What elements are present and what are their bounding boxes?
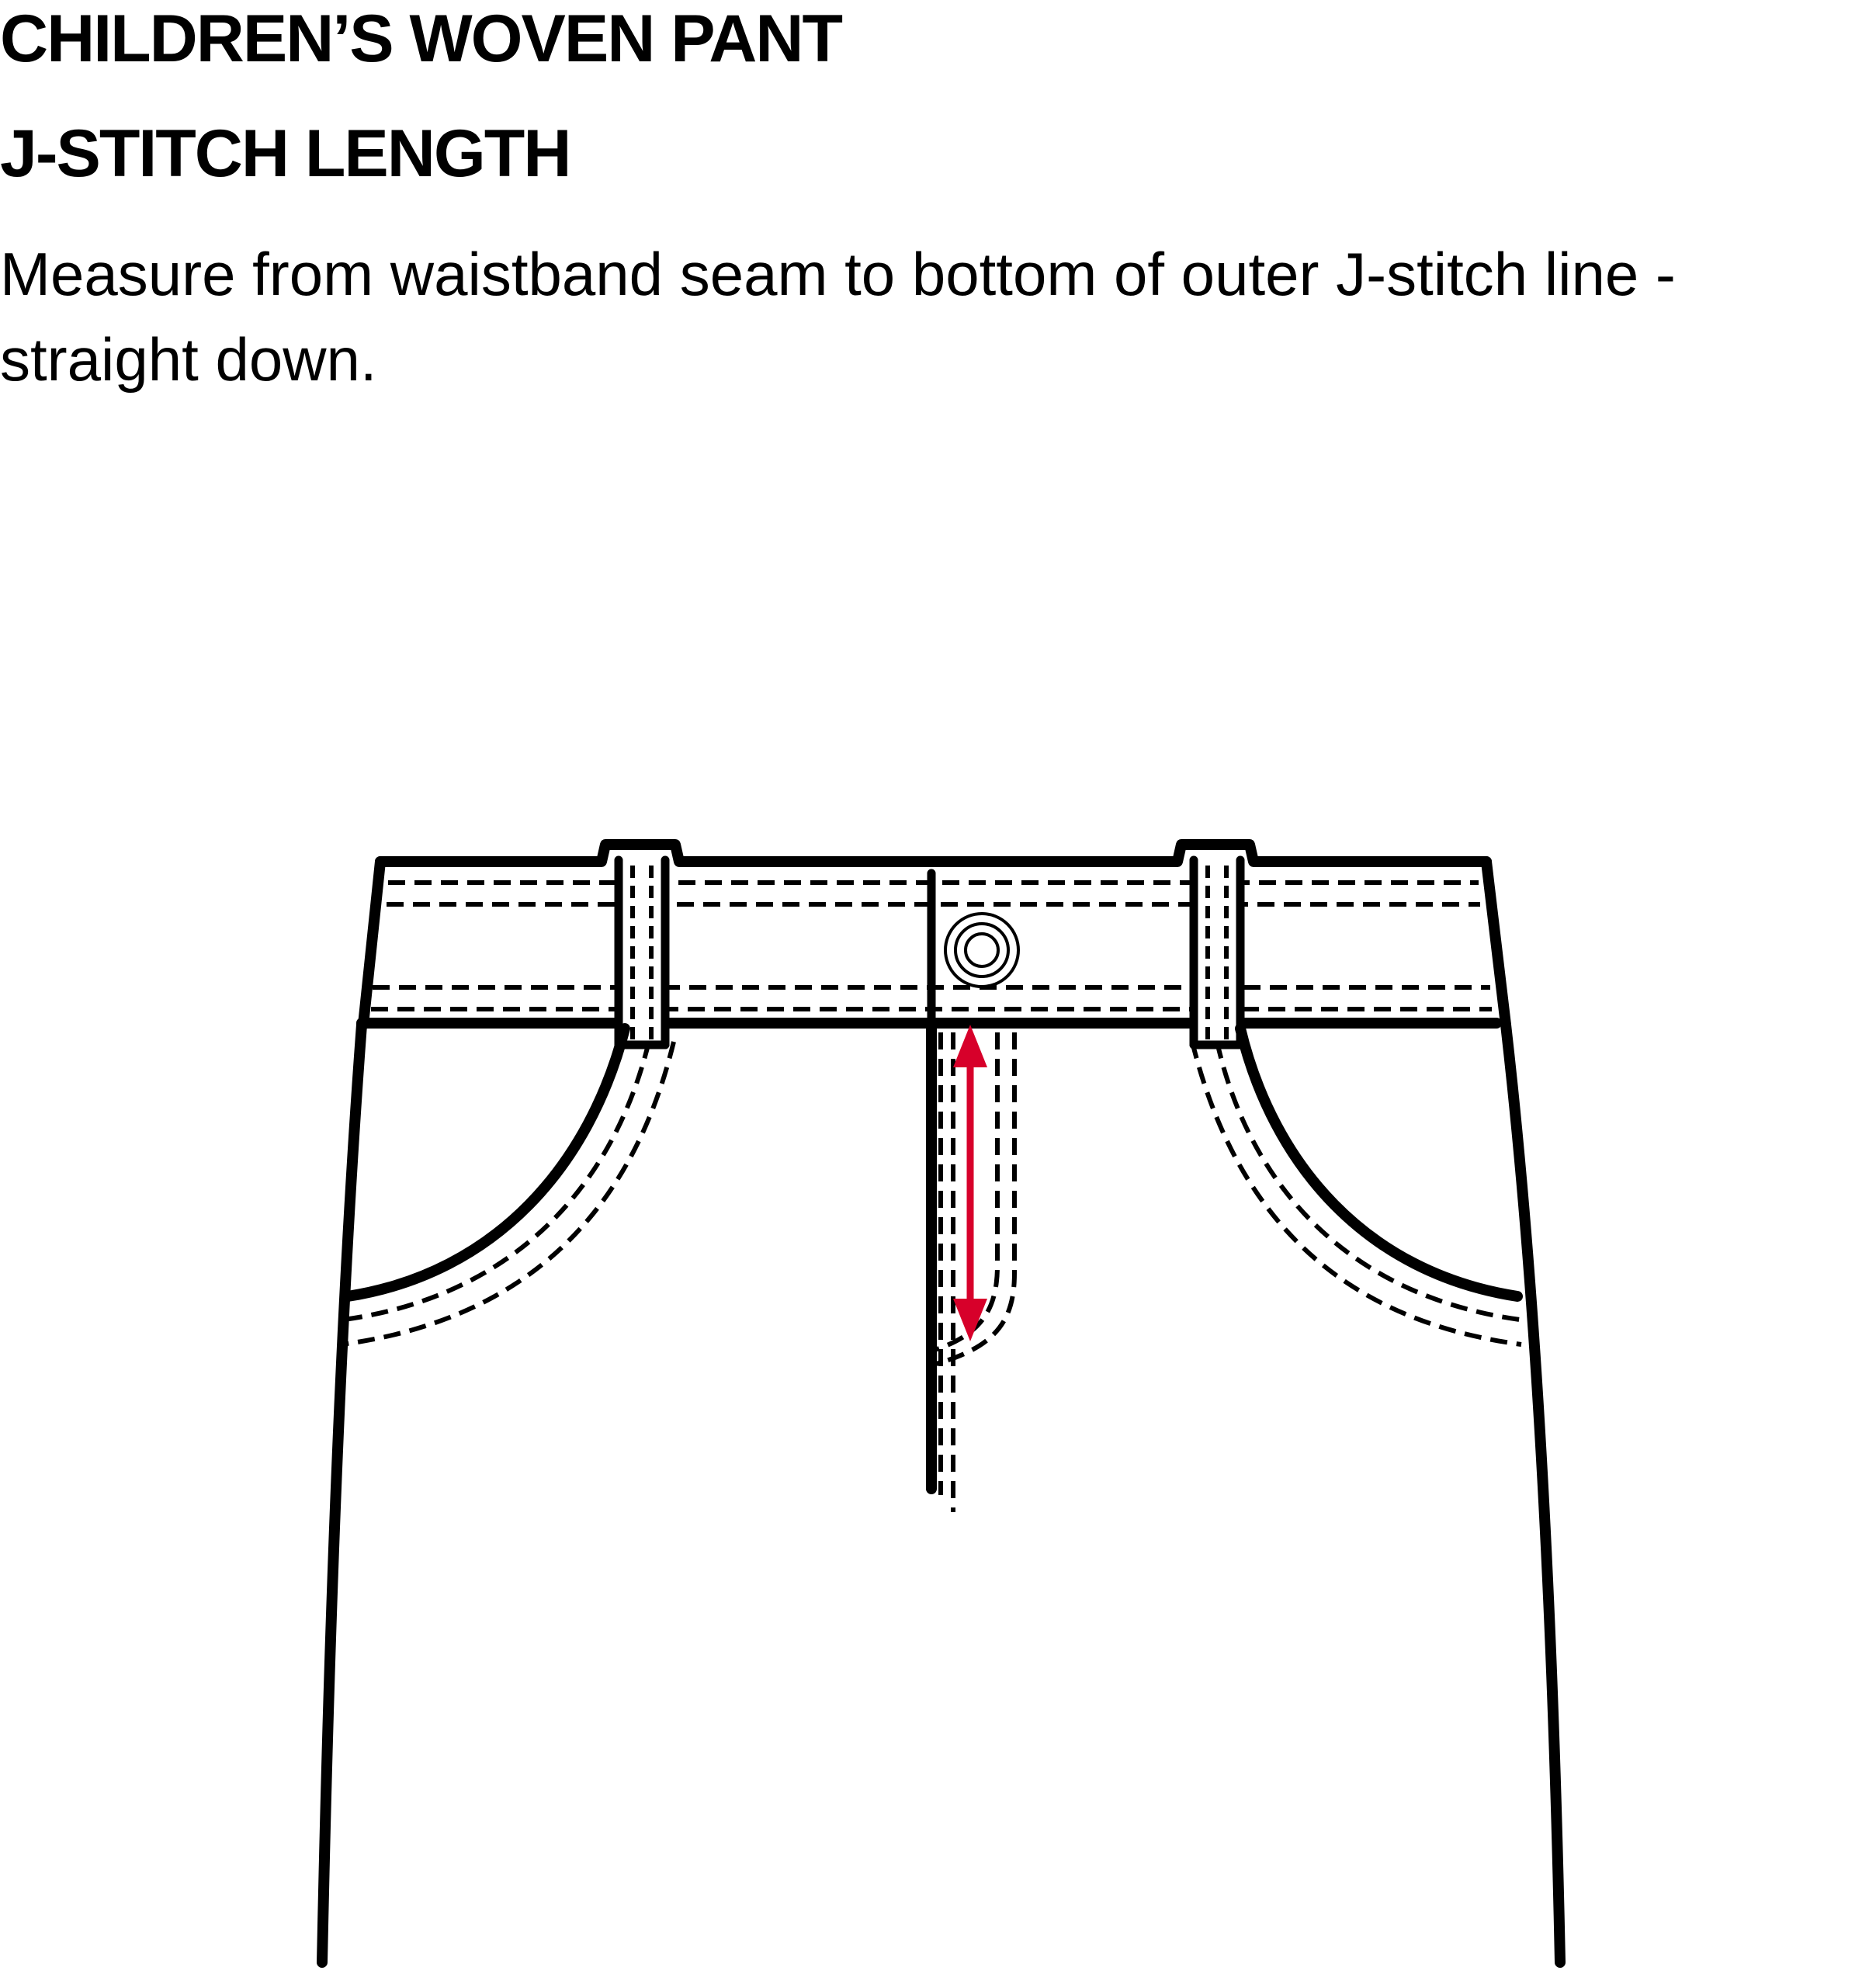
waistband-right-edge (1481, 856, 1511, 1030)
arrowhead-bottom (953, 1299, 987, 1341)
right-front-pocket (1190, 1023, 1523, 1347)
left-front-pocket (341, 1023, 676, 1347)
measurement-instructions: Measure from waistband seam to bottom of… (0, 231, 1876, 402)
right-side-seam (1500, 1019, 1566, 1968)
page-title: CHILDREN’S WOVEN PANT (0, 2, 843, 76)
fly-j-stitch-2 (927, 1032, 1017, 1369)
belt-loop-left (614, 855, 670, 1049)
instruction-line-1: Measure from waistband seam to bottom of… (0, 240, 1676, 308)
waistband-top-edge (375, 839, 1492, 867)
arrowhead-top (953, 1025, 987, 1067)
measurement-arrow (953, 1025, 987, 1341)
button-icon (944, 912, 1020, 988)
belt-loop-right (1189, 855, 1245, 1049)
waistband-left-edge (358, 856, 386, 1030)
instruction-line-2: straight down. (0, 325, 377, 394)
left-side-seam (317, 1019, 367, 1968)
measurement-name: J-STITCH LENGTH (0, 116, 571, 191)
fly-j-stitch-1 (927, 1032, 1000, 1355)
fly (926, 1018, 1017, 1512)
